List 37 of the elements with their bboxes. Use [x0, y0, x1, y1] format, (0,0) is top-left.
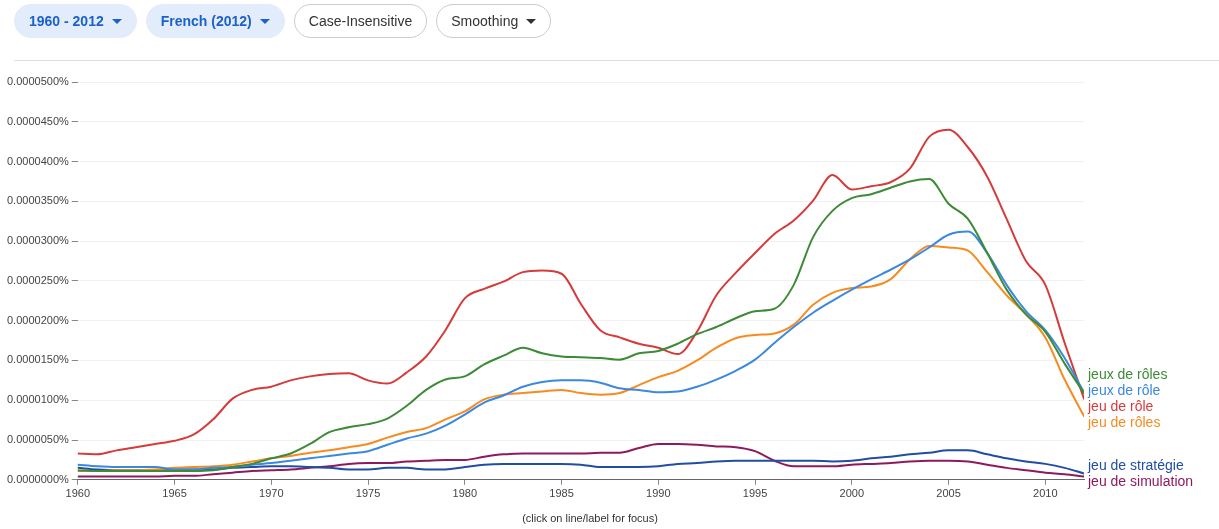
- series-label: jeu de rôle: [1087, 397, 1154, 414]
- y-tick-label: 0.0000050%: [7, 433, 69, 446]
- y-tick-label: 0.0000450%: [7, 114, 69, 127]
- y-tick-label: 0.0000350%: [7, 194, 69, 207]
- dropdown-button: Smoothing: [436, 4, 552, 38]
- line-series: [77, 178, 1084, 473]
- y-tick-label: 0.0000150%: [7, 353, 69, 366]
- toggle-button: Case-Insensitive: [293, 4, 428, 38]
- dropdown-button: 1960 - 2012: [14, 4, 137, 38]
- x-tick-label: 1990: [646, 487, 671, 500]
- x-tick-label: 1980: [452, 487, 478, 500]
- series-label: jeu de simulation: [1087, 472, 1194, 489]
- line-series: [77, 443, 1084, 478]
- series-label: jeu de stratégie: [1087, 456, 1184, 473]
- series-label: jeux de rôle: [1087, 381, 1161, 398]
- x-tick-label: 1970: [259, 487, 284, 500]
- text: (click on line/label for focus): [521, 512, 659, 524]
- x-tick-label: 1965: [162, 487, 187, 500]
- x-tick-label: 1975: [355, 487, 381, 500]
- y-tick-label: 0.0000100%: [7, 393, 69, 406]
- y-tick-label: 0.0000500%: [7, 75, 69, 88]
- series-label: jeu de rôles: [1087, 413, 1161, 430]
- x-tick-label: 1995: [742, 487, 768, 500]
- line-series: [77, 128, 1084, 456]
- x-tick-label: 1985: [549, 487, 574, 500]
- y-tick-label: 0.0000250%: [7, 273, 69, 286]
- y-tick-label: 0.0000000%: [7, 472, 69, 485]
- y-tick-label: 0.0000300%: [7, 234, 69, 247]
- x-tick-label: 2000: [839, 487, 865, 500]
- x-tick-label: 2010: [1033, 487, 1058, 500]
- y-tick-label: 0.0000200%: [7, 313, 69, 326]
- series-label: jeux de rôles: [1087, 365, 1168, 382]
- line-series: [77, 449, 1084, 475]
- x-tick-label: 2005: [936, 487, 961, 500]
- x-tick-label: 1960: [65, 487, 91, 500]
- y-tick-label: 0.0000400%: [7, 154, 69, 167]
- dropdown-button: French (2012): [145, 4, 285, 38]
